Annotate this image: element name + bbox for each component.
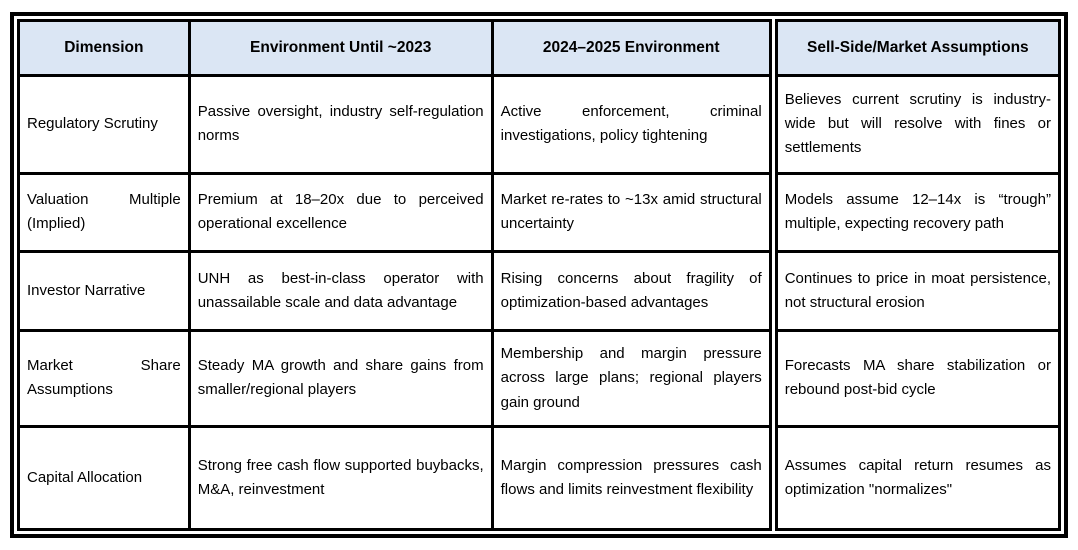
table-row-market-share: Market Share Assumptions Steady MA growt… <box>17 328 1062 429</box>
table-row-capital-allocation: Capital Allocation Strong free cash flow… <box>17 425 1062 531</box>
dimension-cell: Capital Allocation <box>17 425 191 531</box>
until-2023-cell: UNH as best-in-class operator with unass… <box>187 250 494 332</box>
table-row-regulatory-scrutiny: Regulatory Scrutiny Passive oversight, i… <box>17 74 1062 175</box>
header-cell-dimension: Dimension <box>17 19 191 77</box>
dimension-cell: Regulatory Scrutiny <box>17 74 191 175</box>
env-2024-2025-cell: Market re-rates to ~13x amid structural … <box>490 171 775 254</box>
env-2024-2025-cell: Active enforcement, criminal investigati… <box>490 74 775 175</box>
until-2023-cell: Passive oversight, industry self-regulat… <box>187 74 494 175</box>
sell-side-cell: Assumes capital return resumes as optimi… <box>768 425 1062 531</box>
dimension-cell: Market Share Assumptions <box>17 328 191 429</box>
header-cell-until-2023: Environment Until ~2023 <box>187 19 494 77</box>
header-cell-2024-2025: 2024–2025 Environment <box>490 19 775 77</box>
sell-side-cell: Continues to price in moat persistence, … <box>768 250 1062 332</box>
comparison-table-frame: Dimension Environment Until ~2023 2024–2… <box>10 12 1068 538</box>
dimension-cell: Investor Narrative <box>17 250 191 332</box>
table-row-investor-narrative: Investor Narrative UNH as best-in-class … <box>17 250 1062 332</box>
until-2023-cell: Strong free cash flow supported buybacks… <box>187 425 494 531</box>
sell-side-cell: Models assume 12–14x is “trough” multipl… <box>768 171 1062 254</box>
comparison-table: Dimension Environment Until ~2023 2024–2… <box>17 19 1062 531</box>
dimension-cell: Valuation Multiple (Implied) <box>17 171 191 254</box>
env-2024-2025-cell: Margin compression pressures cash flows … <box>490 425 775 531</box>
sell-side-cell: Believes current scrutiny is industry-wi… <box>768 74 1062 175</box>
until-2023-cell: Premium at 18–20x due to perceived opera… <box>187 171 494 254</box>
header-row: Dimension Environment Until ~2023 2024–2… <box>17 19 1062 77</box>
until-2023-cell: Steady MA growth and share gains from sm… <box>187 328 494 429</box>
header-cell-sell-side: Sell-Side/Market Assumptions <box>768 19 1062 77</box>
env-2024-2025-cell: Membership and margin pressure across la… <box>490 328 775 429</box>
sell-side-cell: Forecasts MA share stabilization or rebo… <box>768 328 1062 429</box>
env-2024-2025-cell: Rising concerns about fragility of optim… <box>490 250 775 332</box>
table-row-valuation-multiple: Valuation Multiple (Implied) Premium at … <box>17 171 1062 254</box>
